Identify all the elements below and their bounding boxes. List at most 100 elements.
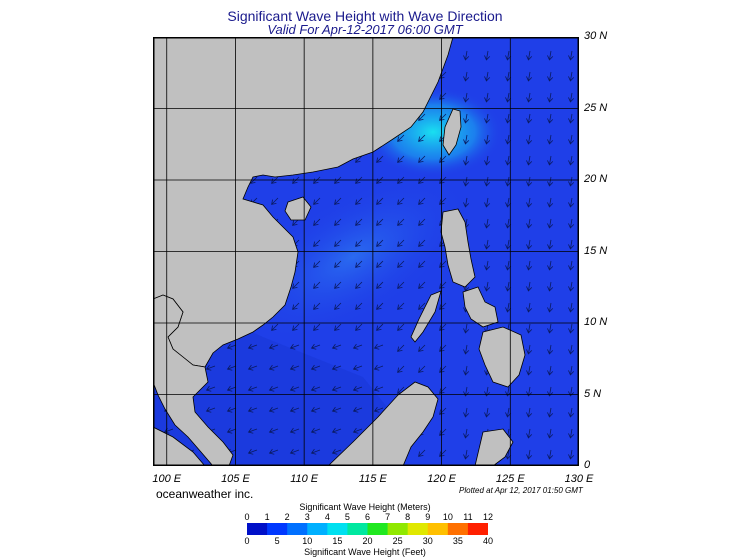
wave-direction-arrow xyxy=(463,365,470,376)
wave-direction-arrow xyxy=(547,155,554,166)
meter-tick: 1 xyxy=(264,512,270,522)
longitude-label: 120 E xyxy=(427,473,456,485)
wave-direction-arrow xyxy=(313,218,321,226)
wave-direction-arrow xyxy=(268,448,279,455)
meter-tick: 3 xyxy=(304,512,310,522)
map-border xyxy=(153,37,579,466)
wave-direction-arrow xyxy=(568,302,575,313)
latitude-label: 15 N xyxy=(584,244,608,257)
colorbar-segment xyxy=(247,523,268,535)
wave-direction-arrow xyxy=(313,281,321,289)
colorbar-segment xyxy=(467,523,488,535)
sumatra-island xyxy=(153,426,206,466)
wave-direction-arrow xyxy=(568,449,575,460)
wave-direction-arrow xyxy=(355,218,363,226)
wave-direction-arrow xyxy=(289,448,300,455)
wave-direction-arrow xyxy=(352,427,363,434)
wave-direction-arrow xyxy=(418,344,426,352)
wave-direction-arrow xyxy=(526,113,533,124)
chart-subtitle: Valid For Apr-12-2017 06:00 GMT xyxy=(267,22,463,37)
wave-direction-arrow xyxy=(373,406,384,413)
wave-direction-arrow xyxy=(334,218,342,226)
wave-direction-arrow xyxy=(418,365,426,373)
wave-direction-arrow xyxy=(568,323,575,334)
colorbar-segment xyxy=(407,523,429,535)
wave-direction-arrow xyxy=(397,134,405,142)
wave-direction-arrow xyxy=(568,281,575,292)
wave-direction-arrow xyxy=(484,197,491,208)
feet-tick: 5 xyxy=(274,536,280,546)
wave-direction-arrow xyxy=(226,385,237,392)
wave-direction-arrow xyxy=(526,197,533,208)
wave-direction-arrow xyxy=(205,406,216,413)
meter-tick: 4 xyxy=(324,512,330,522)
wave-direction-arrow xyxy=(547,365,554,376)
wave-direction-arrow xyxy=(505,218,512,229)
wave-direction-arrow xyxy=(376,281,384,289)
wave-direction-arrow xyxy=(547,260,554,271)
wave-direction-arrow xyxy=(526,218,533,229)
longitude-label: 100 E xyxy=(152,473,182,485)
wave-direction-arrow xyxy=(547,134,554,145)
wave-direction-arrow xyxy=(418,239,426,247)
wave-direction-arrow xyxy=(568,218,575,229)
wave-direction-arrow xyxy=(268,343,279,350)
wave-direction-arrow xyxy=(289,343,300,350)
wave-direction-arrow xyxy=(568,71,575,82)
legend-feet-title: Significant Wave Height (Feet) xyxy=(304,547,426,557)
meter-tick: 12 xyxy=(482,512,494,522)
wave-direction-arrow xyxy=(463,134,470,145)
wave-direction-arrow xyxy=(547,50,554,61)
wave-direction-arrow xyxy=(439,92,447,100)
wave-direction-arrow xyxy=(331,427,342,434)
wave-direction-arrow xyxy=(313,239,321,247)
wave-direction-arrow xyxy=(484,176,491,187)
feet-tick: 40 xyxy=(482,536,494,546)
colorbar-segment xyxy=(387,523,409,535)
wave-direction-arrow xyxy=(376,260,384,268)
wave-direction-arrow xyxy=(484,50,491,61)
wave-direction-arrow xyxy=(505,260,512,271)
colorbar-segment xyxy=(267,523,288,535)
wave-direction-arrow xyxy=(505,92,512,103)
wave-direction-arrow xyxy=(397,344,405,352)
wave-direction-arrow xyxy=(526,323,533,334)
wave-direction-arrow xyxy=(505,134,512,145)
wave-direction-arrow xyxy=(376,218,384,226)
wave-direction-arrow xyxy=(526,71,533,82)
legend-feet-ticks: 0 5 10 15 20 25 30 35 40 xyxy=(240,536,500,548)
wave-direction-arrow xyxy=(418,281,426,289)
wave-direction-arrow xyxy=(418,302,426,310)
wave-direction-arrow xyxy=(397,323,405,331)
wave-direction-arrow xyxy=(463,344,470,355)
map-panel xyxy=(153,37,579,466)
colorbar-segment xyxy=(427,523,449,535)
wave-direction-arrow xyxy=(526,407,533,418)
wave-direction-arrow xyxy=(568,239,575,250)
feet-tick: 0 xyxy=(244,536,250,546)
wave-direction-arrow xyxy=(439,302,447,310)
wave-direction-arrow xyxy=(418,197,426,205)
legend-meters-title: Significant Wave Height (Meters) xyxy=(299,502,431,512)
wave-direction-arrow xyxy=(310,406,321,413)
meter-tick: 11 xyxy=(463,512,473,522)
wave-direction-arrow xyxy=(484,134,491,145)
latitude-label: 0 xyxy=(584,459,591,471)
wave-direction-arrow xyxy=(547,197,554,208)
meter-tick: 0 xyxy=(244,512,250,522)
wave-direction-arrow xyxy=(526,134,533,145)
wave-direction-arrow xyxy=(463,113,470,124)
wave-direction-arrow xyxy=(376,323,384,331)
meter-tick: 8 xyxy=(405,512,411,522)
wave-direction-arrow xyxy=(484,260,491,271)
wave-direction-arrow xyxy=(310,364,321,371)
wave-direction-arrow xyxy=(373,343,384,350)
wave-direction-arrow xyxy=(463,428,470,439)
wave-direction-arrow xyxy=(289,385,300,392)
wave-direction-arrow xyxy=(376,302,384,310)
wave-direction-arrow xyxy=(547,428,554,439)
wave-direction-arrow xyxy=(568,134,575,145)
wave-direction-arrow xyxy=(547,323,554,334)
wave-direction-arrow xyxy=(568,155,575,166)
wave-direction-arrow xyxy=(547,281,554,292)
